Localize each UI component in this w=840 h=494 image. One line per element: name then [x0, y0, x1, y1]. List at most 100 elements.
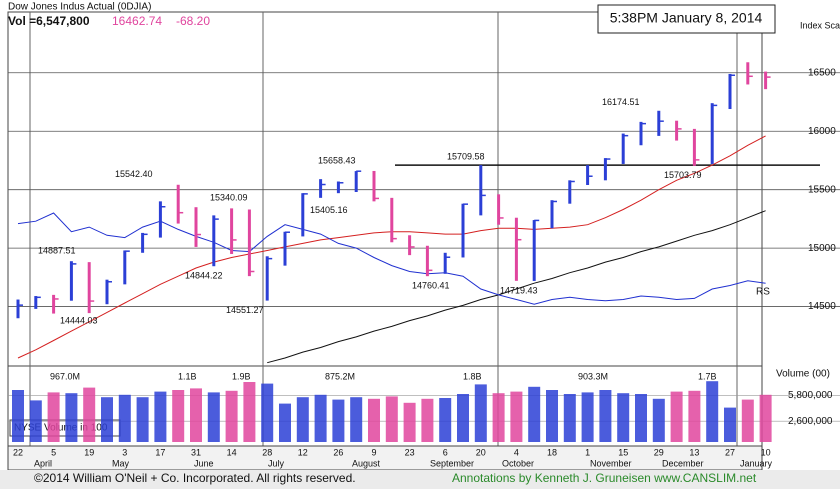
volume-bar — [279, 403, 291, 442]
volume-annotation: 1.7B — [698, 371, 717, 381]
month-label: September — [430, 458, 474, 468]
y-tick-label: 16500 — [808, 67, 836, 78]
month-label: October — [502, 458, 534, 468]
volume-bar — [101, 397, 113, 442]
volume-bar — [724, 407, 736, 442]
month-label: August — [352, 458, 381, 468]
volume-bar — [225, 390, 238, 442]
price-annotation: 15542.40 — [115, 169, 153, 179]
volume-bar — [652, 398, 665, 442]
volume-bar — [350, 397, 363, 442]
x-tick-label: 15 — [618, 447, 628, 457]
price-annotation: 14760.41 — [412, 280, 450, 290]
volume-bar — [474, 384, 487, 442]
x-tick-label: 10 — [761, 447, 771, 457]
volume-bar — [546, 390, 558, 442]
x-tick-label: 29 — [654, 447, 664, 457]
y-axis-label: Index Scale — [800, 20, 840, 30]
x-tick-label: 20 — [476, 447, 486, 457]
volume-bar — [47, 392, 60, 442]
y-tick-label: 15500 — [808, 184, 836, 195]
price-annotation: 15709.58 — [447, 152, 485, 162]
volume-bar — [118, 394, 131, 442]
x-tick-label: 3 — [122, 447, 127, 457]
volume-bar — [688, 390, 701, 442]
volume-bar — [528, 386, 541, 442]
x-tick-label: 9 — [371, 447, 376, 457]
price-annotation: 14844.22 — [185, 271, 223, 281]
x-tick-label: 23 — [405, 447, 415, 457]
footer-bar — [0, 470, 840, 489]
price-annotation: 14444.03 — [60, 315, 98, 325]
x-tick-label: 6 — [443, 447, 448, 457]
x-tick-label: 17 — [155, 447, 165, 457]
series-line — [267, 210, 766, 364]
price-annotation: 15340.09 — [210, 193, 248, 203]
volume-bar — [599, 390, 612, 442]
month-label: May — [112, 458, 130, 468]
volume-bar — [261, 383, 274, 442]
price-annotation: 14551.27 — [226, 305, 264, 315]
volume-bar — [385, 396, 398, 442]
x-tick-label: 18 — [547, 447, 557, 457]
volume-bar — [492, 393, 505, 442]
price-annotation: 15405.16 — [310, 205, 348, 215]
volume-legend: NYSE Volume in 100 — [14, 423, 108, 434]
volume-annotation: 1.8B — [463, 371, 482, 381]
volume-bar — [172, 390, 185, 442]
volume-bar — [670, 391, 683, 442]
month-label: July — [268, 458, 285, 468]
x-tick-label: 5 — [51, 447, 56, 457]
volume-bar — [29, 400, 42, 442]
quote-volume: Vol =6,547,800 — [8, 14, 90, 28]
price-annotation: 14887.51 — [38, 246, 76, 256]
volume-bar — [154, 391, 167, 442]
volume-bar — [314, 394, 327, 442]
volume-bar — [243, 382, 256, 442]
volume-bar — [635, 394, 647, 442]
volume-bar — [510, 391, 523, 442]
volume-bar — [421, 398, 434, 442]
month-label: November — [590, 458, 632, 468]
volume-bar — [296, 397, 309, 442]
month-label: April — [34, 458, 52, 468]
x-tick-label: 27 — [725, 447, 735, 457]
volume-bar — [563, 394, 576, 442]
series-line — [17, 212, 766, 305]
volume-bar — [403, 402, 416, 442]
month-label: December — [662, 458, 704, 468]
volume-bar — [617, 393, 630, 442]
volume-bar — [190, 388, 202, 442]
x-tick-label: 28 — [262, 447, 272, 457]
x-tick-label: 1 — [585, 447, 590, 457]
x-tick-label: 19 — [84, 447, 94, 457]
price-annotation: 15658.43 — [318, 156, 356, 166]
copyright: ©2014 William O'Neil + Co. Incorporated.… — [34, 471, 356, 485]
volume-bar — [741, 399, 754, 442]
volume-annotation: 1.1B — [178, 371, 197, 381]
timestamp-box — [597, 4, 776, 34]
volume-annotation: 967.0M — [50, 371, 80, 381]
quote-change: -68.20 — [176, 14, 210, 28]
volume-bar — [65, 393, 78, 442]
volume-annotation: 875.2M — [325, 371, 355, 381]
quote-price: 16462.74 — [112, 14, 162, 28]
annotation-credit: Annotations by Kenneth J. Gruneisen www.… — [452, 471, 757, 485]
volume-annotation: 1.9B — [232, 371, 251, 381]
volume-bar — [759, 394, 772, 442]
x-tick-label: 31 — [191, 447, 201, 457]
volume-axis-label: Volume (00) — [776, 369, 830, 380]
volume-bar — [83, 387, 96, 442]
y-tick-label: 15000 — [808, 243, 836, 254]
volume-bar — [368, 398, 380, 442]
x-tick-label: 13 — [689, 447, 699, 457]
volume-bar — [706, 381, 719, 442]
volume-bar — [439, 398, 452, 442]
timestamp: 5:38PM January 8, 2014 — [610, 10, 763, 26]
volume-bar — [332, 399, 345, 442]
volume-bar — [457, 394, 469, 442]
y-tick-label: 16000 — [808, 126, 836, 137]
volume-bar — [136, 397, 149, 442]
price-annotation: 14719.43 — [500, 285, 538, 295]
